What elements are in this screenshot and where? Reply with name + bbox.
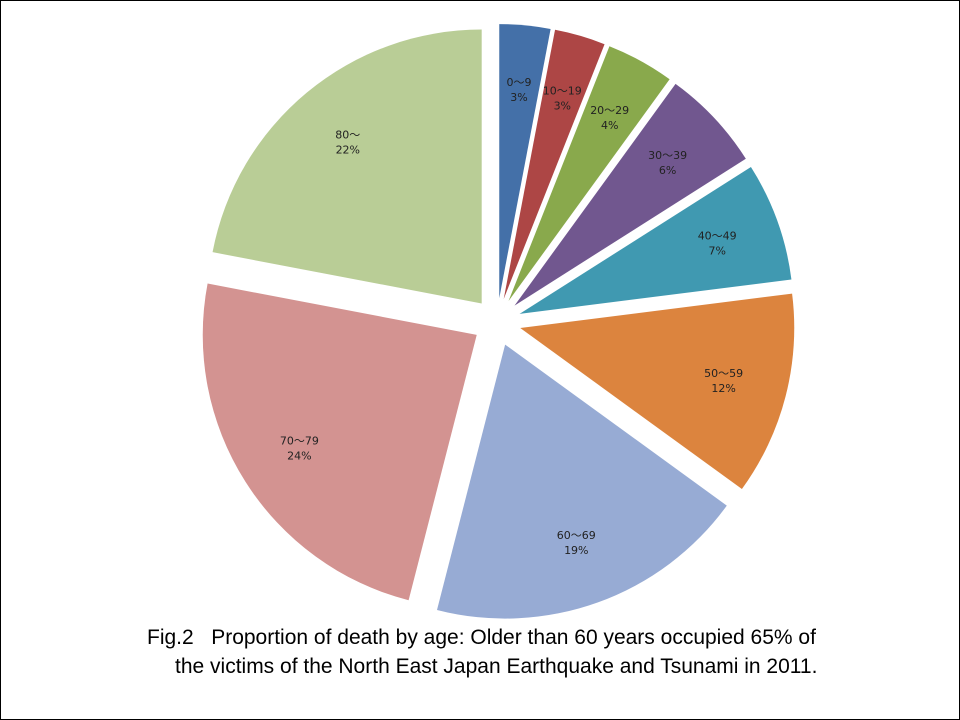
slice-category-label: 50～59 xyxy=(704,367,743,380)
slice-label-8: 80～ 22% xyxy=(335,129,360,157)
slice-category-label: 70～79 xyxy=(280,434,319,447)
pie-slice-0 xyxy=(499,24,551,299)
slice-label-5: 50～59 12% xyxy=(704,367,743,395)
slice-category-label: 10～19 xyxy=(543,84,582,97)
pie-slice-2 xyxy=(508,46,670,301)
caption-line-1: Fig.2 Proportion of death by age: Older … xyxy=(147,626,816,649)
pie-slice-6 xyxy=(436,344,727,619)
pie-slice-3 xyxy=(514,83,746,306)
slice-label-3: 30～39 6% xyxy=(648,149,687,177)
slice-category-label: 0～9 xyxy=(507,76,532,89)
slice-percent-label: 4% xyxy=(601,119,618,132)
slice-category-label: 80～ xyxy=(335,129,360,142)
caption-line-2: the victims of the North East Japan Eart… xyxy=(175,655,818,678)
slice-category-label: 60～69 xyxy=(557,529,596,542)
slice-label-7: 70～79 24% xyxy=(280,434,319,462)
slice-category-label: 20～29 xyxy=(590,104,629,117)
pie-slice-5 xyxy=(520,293,795,490)
pie-slice-1 xyxy=(503,29,605,299)
slice-percent-label: 3% xyxy=(554,99,571,112)
figure-caption: Fig.2 Proportion of death by age: Older … xyxy=(101,623,861,681)
slice-label-4: 40～49 7% xyxy=(698,230,737,258)
slice-label-0: 0～9 3% xyxy=(507,76,532,104)
slice-label-2: 20～29 4% xyxy=(590,104,629,132)
slice-category-label: 40～49 xyxy=(698,230,737,243)
slice-label-1: 10～19 3% xyxy=(543,84,582,112)
slice-category-label: 30～39 xyxy=(648,149,687,162)
slice-percent-label: 19% xyxy=(564,544,588,557)
slice-percent-label: 12% xyxy=(711,382,735,395)
pie-slice-4 xyxy=(519,167,792,314)
pie-chart: 0～9 3%10～19 3% 20～29 4%30～39 6%40～49 7%50～59 12… xyxy=(202,24,795,619)
slice-percent-label: 22% xyxy=(336,144,360,157)
slice-label-6: 60～69 19% xyxy=(557,529,596,557)
slice-percent-label: 3% xyxy=(510,91,527,104)
slice-percent-label: 24% xyxy=(287,449,311,462)
slice-percent-label: 6% xyxy=(659,164,676,177)
slice-percent-label: 7% xyxy=(708,245,725,258)
pie-slice-8 xyxy=(212,29,482,304)
pie-slice-7 xyxy=(202,283,477,601)
